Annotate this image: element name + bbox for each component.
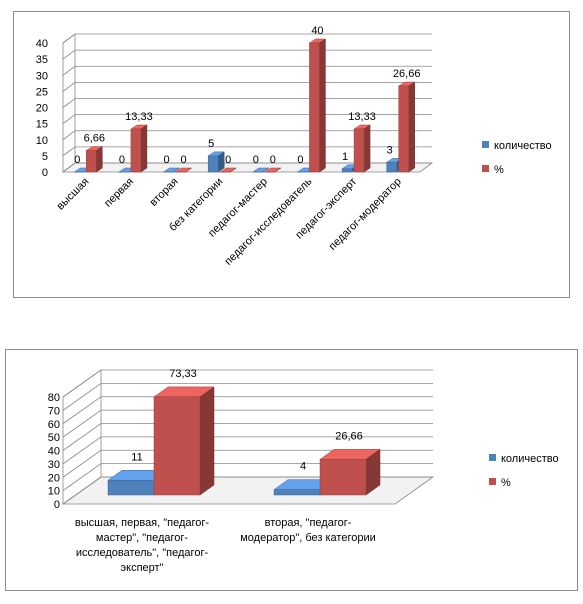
data-label: 0 (74, 154, 80, 166)
data-label: 0 (270, 154, 276, 166)
y-tick-label: 40 (48, 446, 60, 458)
x-tick-label: высшая (55, 176, 92, 213)
data-label: 26,66 (335, 430, 363, 442)
gridline (62, 382, 433, 411)
bar (319, 448, 381, 496)
data-label: 0 (253, 154, 259, 166)
bar (174, 167, 193, 173)
bar (251, 167, 270, 173)
data-label: 5 (208, 138, 214, 150)
bar (353, 124, 371, 173)
y-tick-label: 40 (36, 38, 48, 50)
y-tick-label: 30 (48, 459, 60, 471)
data-label: 0 (119, 154, 125, 166)
x-tick-label: высшая, первая, "педагог- (75, 517, 210, 529)
legend-swatch (482, 141, 489, 148)
y-tick-label: 50 (48, 432, 60, 444)
legend-swatch (489, 478, 496, 485)
y-tick-label: 25 (36, 86, 48, 98)
data-label: 3 (387, 144, 393, 156)
gridline (62, 436, 433, 465)
gridline (62, 49, 432, 60)
gridline (62, 130, 432, 141)
gridline (62, 409, 433, 438)
bar (162, 167, 181, 173)
gridline (62, 396, 433, 425)
bar (153, 386, 215, 496)
data-label: 0 (164, 154, 170, 166)
data-label: 6,66 (84, 133, 105, 145)
y-tick-label: 10 (36, 135, 48, 147)
data-label: 4 (300, 461, 306, 473)
data-label: 40 (311, 25, 323, 37)
x-tick-label: вторая, "педагог- (265, 517, 352, 529)
x-tick-label: модератор", без категории (240, 532, 376, 544)
bar (308, 38, 327, 173)
legend-label: % (494, 164, 504, 176)
legend-swatch (489, 454, 496, 461)
bar (207, 151, 226, 173)
y-tick-label: 20 (48, 472, 60, 484)
y-tick-label: 15 (36, 119, 48, 131)
gridline (62, 81, 432, 92)
data-label: 0 (297, 154, 303, 166)
legend-swatch (482, 165, 489, 172)
x-tick-label: вторая (148, 176, 181, 209)
y-tick-label: 0 (54, 499, 60, 511)
data-label: 0 (181, 154, 187, 166)
y-tick-label: 60 (48, 419, 60, 431)
bar (85, 146, 104, 173)
gridline (62, 33, 432, 44)
y-tick-label: 0 (42, 167, 48, 179)
y-tick-label: 70 (48, 405, 60, 417)
y-tick-label: 10 (48, 486, 60, 498)
legend-label: количество (494, 140, 552, 152)
gridline (62, 449, 433, 478)
gridline (62, 369, 433, 398)
bar (130, 124, 148, 173)
data-label: 0 (225, 154, 231, 166)
bar (397, 81, 416, 173)
y-tick-label: 30 (36, 70, 48, 82)
y-tick-label: 80 (48, 392, 60, 404)
gridline (62, 423, 433, 451)
legend-label: % (501, 477, 511, 489)
data-label: 73,33 (169, 368, 197, 380)
data-label: 1 (342, 151, 348, 163)
chart-frame-categories (13, 11, 570, 298)
gridline (62, 98, 432, 108)
gridline (62, 114, 432, 124)
bar (263, 167, 282, 173)
y-tick-label: 20 (36, 103, 48, 115)
bar (219, 167, 238, 173)
data-label: 13,33 (348, 111, 376, 123)
legend-label: количество (501, 453, 559, 465)
data-label: 11 (131, 451, 142, 463)
x-tick-label: исследователь", "педагог- (76, 547, 209, 559)
gridline (62, 65, 432, 76)
data-label: 13,33 (125, 111, 153, 123)
x-tick-label: первая (102, 176, 136, 210)
data-label: 26,66 (393, 68, 421, 80)
x-tick-label: мастер", "педагог- (96, 532, 189, 544)
x-tick-label: педагог-исследователь (222, 175, 314, 267)
y-tick-label: 5 (42, 151, 48, 163)
y-tick-label: 35 (36, 54, 48, 66)
x-tick-label: эксперт" (121, 562, 164, 574)
